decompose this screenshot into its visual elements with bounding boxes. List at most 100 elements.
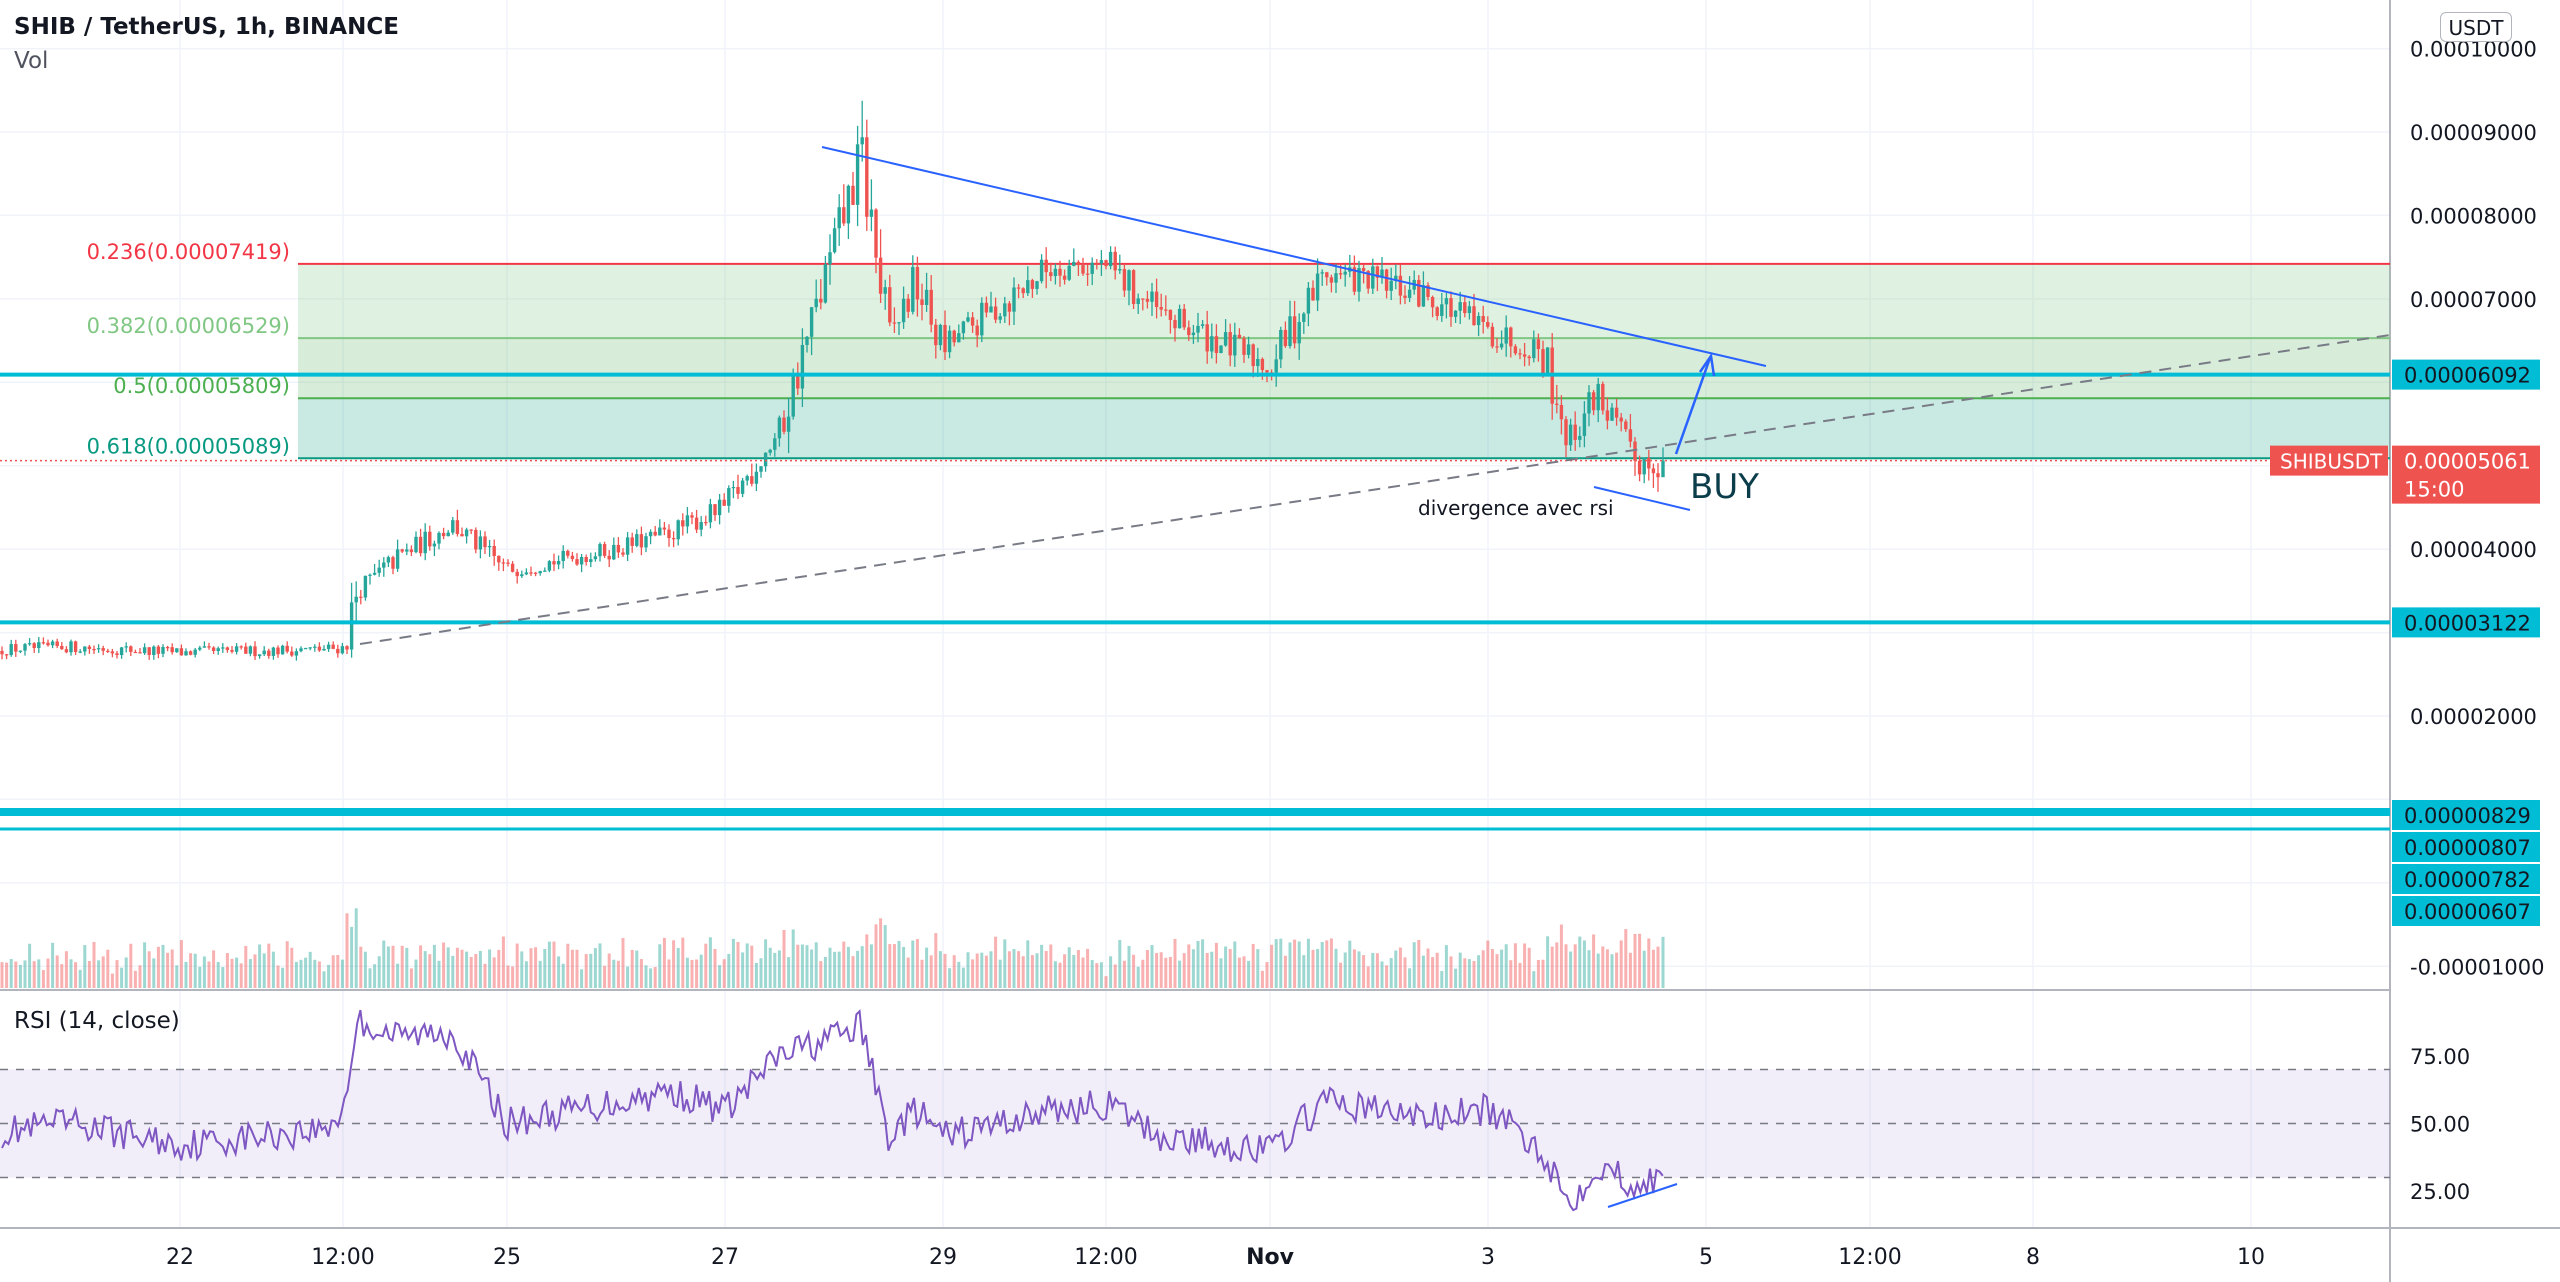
candle [87, 645, 92, 654]
candle-body [69, 641, 73, 653]
volume-bar [653, 967, 657, 988]
candle-body [400, 549, 404, 552]
volume-bar [437, 960, 441, 988]
volume-bar [212, 950, 216, 988]
candle [713, 504, 717, 521]
candle-body [970, 317, 975, 326]
candle-body [1113, 251, 1117, 271]
volume-bar [1187, 944, 1191, 988]
volume-bar [1573, 944, 1577, 988]
volume-bar [1532, 971, 1536, 988]
candle [952, 329, 956, 347]
candle-body [842, 207, 846, 224]
volume-bar [488, 949, 492, 988]
candle-body [653, 531, 657, 536]
volume-bars [0, 908, 1665, 988]
volume-bar [1329, 938, 1333, 988]
volume-bar [1320, 942, 1324, 988]
candle [524, 568, 529, 576]
candle-body [234, 646, 239, 652]
symbol-title[interactable]: SHIB / TetherUS, 1h, BINANCE [14, 14, 399, 40]
volume-label[interactable]: Vol [14, 48, 49, 74]
candle [892, 307, 897, 333]
volume-bar [722, 959, 726, 988]
candle [1118, 254, 1122, 274]
candle [851, 171, 855, 206]
candle [993, 297, 998, 324]
candle-body [409, 549, 414, 553]
candle-body [713, 504, 717, 516]
volume-bar [741, 952, 745, 988]
candle-body [1591, 392, 1596, 411]
volume-bar [1040, 944, 1044, 988]
candle [1196, 312, 1200, 343]
candle [161, 644, 165, 658]
volume-bar [235, 957, 239, 988]
candle-body [612, 544, 616, 560]
candle [1302, 312, 1306, 334]
volume-bar [60, 964, 64, 988]
candle-body [1329, 277, 1334, 283]
candle [64, 646, 69, 654]
candle [648, 529, 653, 545]
fib-level-label: 0.5(0.00005809) [113, 374, 290, 398]
badge-text: 0.00003122 [2404, 611, 2531, 635]
candle-body [294, 651, 299, 656]
volume-bar [626, 966, 630, 988]
candle [308, 647, 312, 651]
volume-bar [120, 967, 124, 988]
candle [1495, 337, 1499, 353]
time-axis-label: 10 [2237, 1245, 2265, 1270]
candle [1440, 292, 1444, 322]
candle [1421, 271, 1426, 307]
volume-bar [529, 948, 533, 988]
drawings [359, 146, 2391, 645]
rsi-title[interactable]: RSI (14, close) [14, 1008, 180, 1034]
volume-bar [943, 953, 947, 988]
candle-body [1302, 313, 1306, 322]
candle [975, 319, 979, 348]
candle-body [1159, 307, 1163, 310]
volume-bar [1348, 940, 1352, 988]
fibonacci-retracement [298, 262, 2390, 460]
candle [1090, 257, 1094, 286]
candle-body [87, 646, 92, 649]
volume-bar [1168, 956, 1172, 988]
volume-bar [492, 957, 496, 988]
volume-bar [1109, 956, 1113, 988]
volume-bar [1619, 940, 1623, 988]
candle-body [446, 532, 450, 537]
candle-body [989, 306, 993, 313]
candle [556, 555, 561, 570]
candle-body [478, 536, 483, 550]
candle [727, 485, 731, 513]
candle-body [299, 648, 303, 652]
candle-body [1522, 354, 1527, 357]
candle [336, 644, 340, 658]
candle [1532, 330, 1536, 363]
candle [198, 645, 202, 652]
candle-body [1564, 419, 1568, 446]
candle-body [524, 572, 529, 575]
candle [943, 310, 947, 361]
candle [947, 325, 952, 359]
volume-bar [1214, 942, 1218, 988]
candle-body [1095, 262, 1099, 264]
candle [621, 548, 625, 557]
volume-bar [1122, 960, 1126, 988]
candle-body [1541, 349, 1545, 374]
volume-bar [1578, 936, 1582, 988]
badge-text: 0.00000607 [2404, 900, 2531, 924]
currency-button[interactable]: USDT [2440, 12, 2512, 42]
candle [1380, 257, 1384, 284]
candle [874, 208, 878, 274]
candle-body [667, 529, 671, 539]
candle [1297, 313, 1301, 360]
volume-bar [1132, 954, 1136, 988]
volume-bar [883, 925, 887, 988]
volume-bar [1490, 949, 1494, 988]
candle-body [1628, 429, 1633, 442]
volume-bar [1191, 949, 1195, 988]
